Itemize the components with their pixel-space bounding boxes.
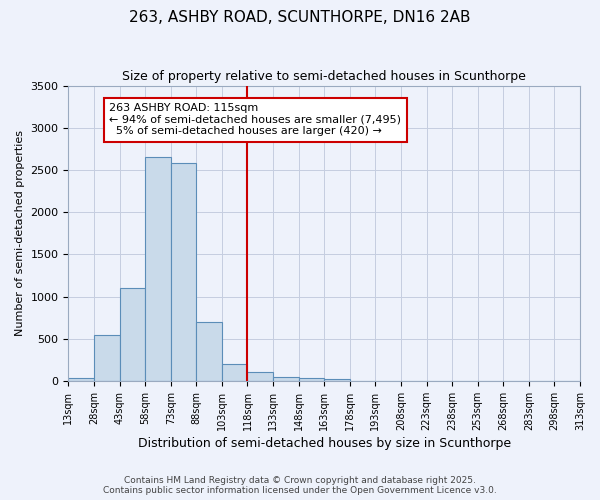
Bar — [222, 364, 247, 381]
Bar — [273, 376, 299, 381]
Y-axis label: Number of semi-detached properties: Number of semi-detached properties — [15, 130, 25, 336]
Text: Contains HM Land Registry data © Crown copyright and database right 2025.
Contai: Contains HM Land Registry data © Crown c… — [103, 476, 497, 495]
Bar — [171, 163, 196, 381]
Bar — [145, 158, 171, 381]
X-axis label: Distribution of semi-detached houses by size in Scunthorpe: Distribution of semi-detached houses by … — [137, 437, 511, 450]
Bar — [196, 322, 222, 381]
Bar — [119, 288, 145, 381]
Bar — [324, 380, 350, 381]
Bar — [299, 378, 324, 381]
Bar — [247, 372, 273, 381]
Text: 263 ASHBY ROAD: 115sqm
← 94% of semi-detached houses are smaller (7,495)
  5% of: 263 ASHBY ROAD: 115sqm ← 94% of semi-det… — [109, 104, 401, 136]
Bar — [94, 334, 119, 381]
Bar — [68, 378, 94, 381]
Title: Size of property relative to semi-detached houses in Scunthorpe: Size of property relative to semi-detach… — [122, 70, 526, 83]
Text: 263, ASHBY ROAD, SCUNTHORPE, DN16 2AB: 263, ASHBY ROAD, SCUNTHORPE, DN16 2AB — [129, 10, 471, 25]
